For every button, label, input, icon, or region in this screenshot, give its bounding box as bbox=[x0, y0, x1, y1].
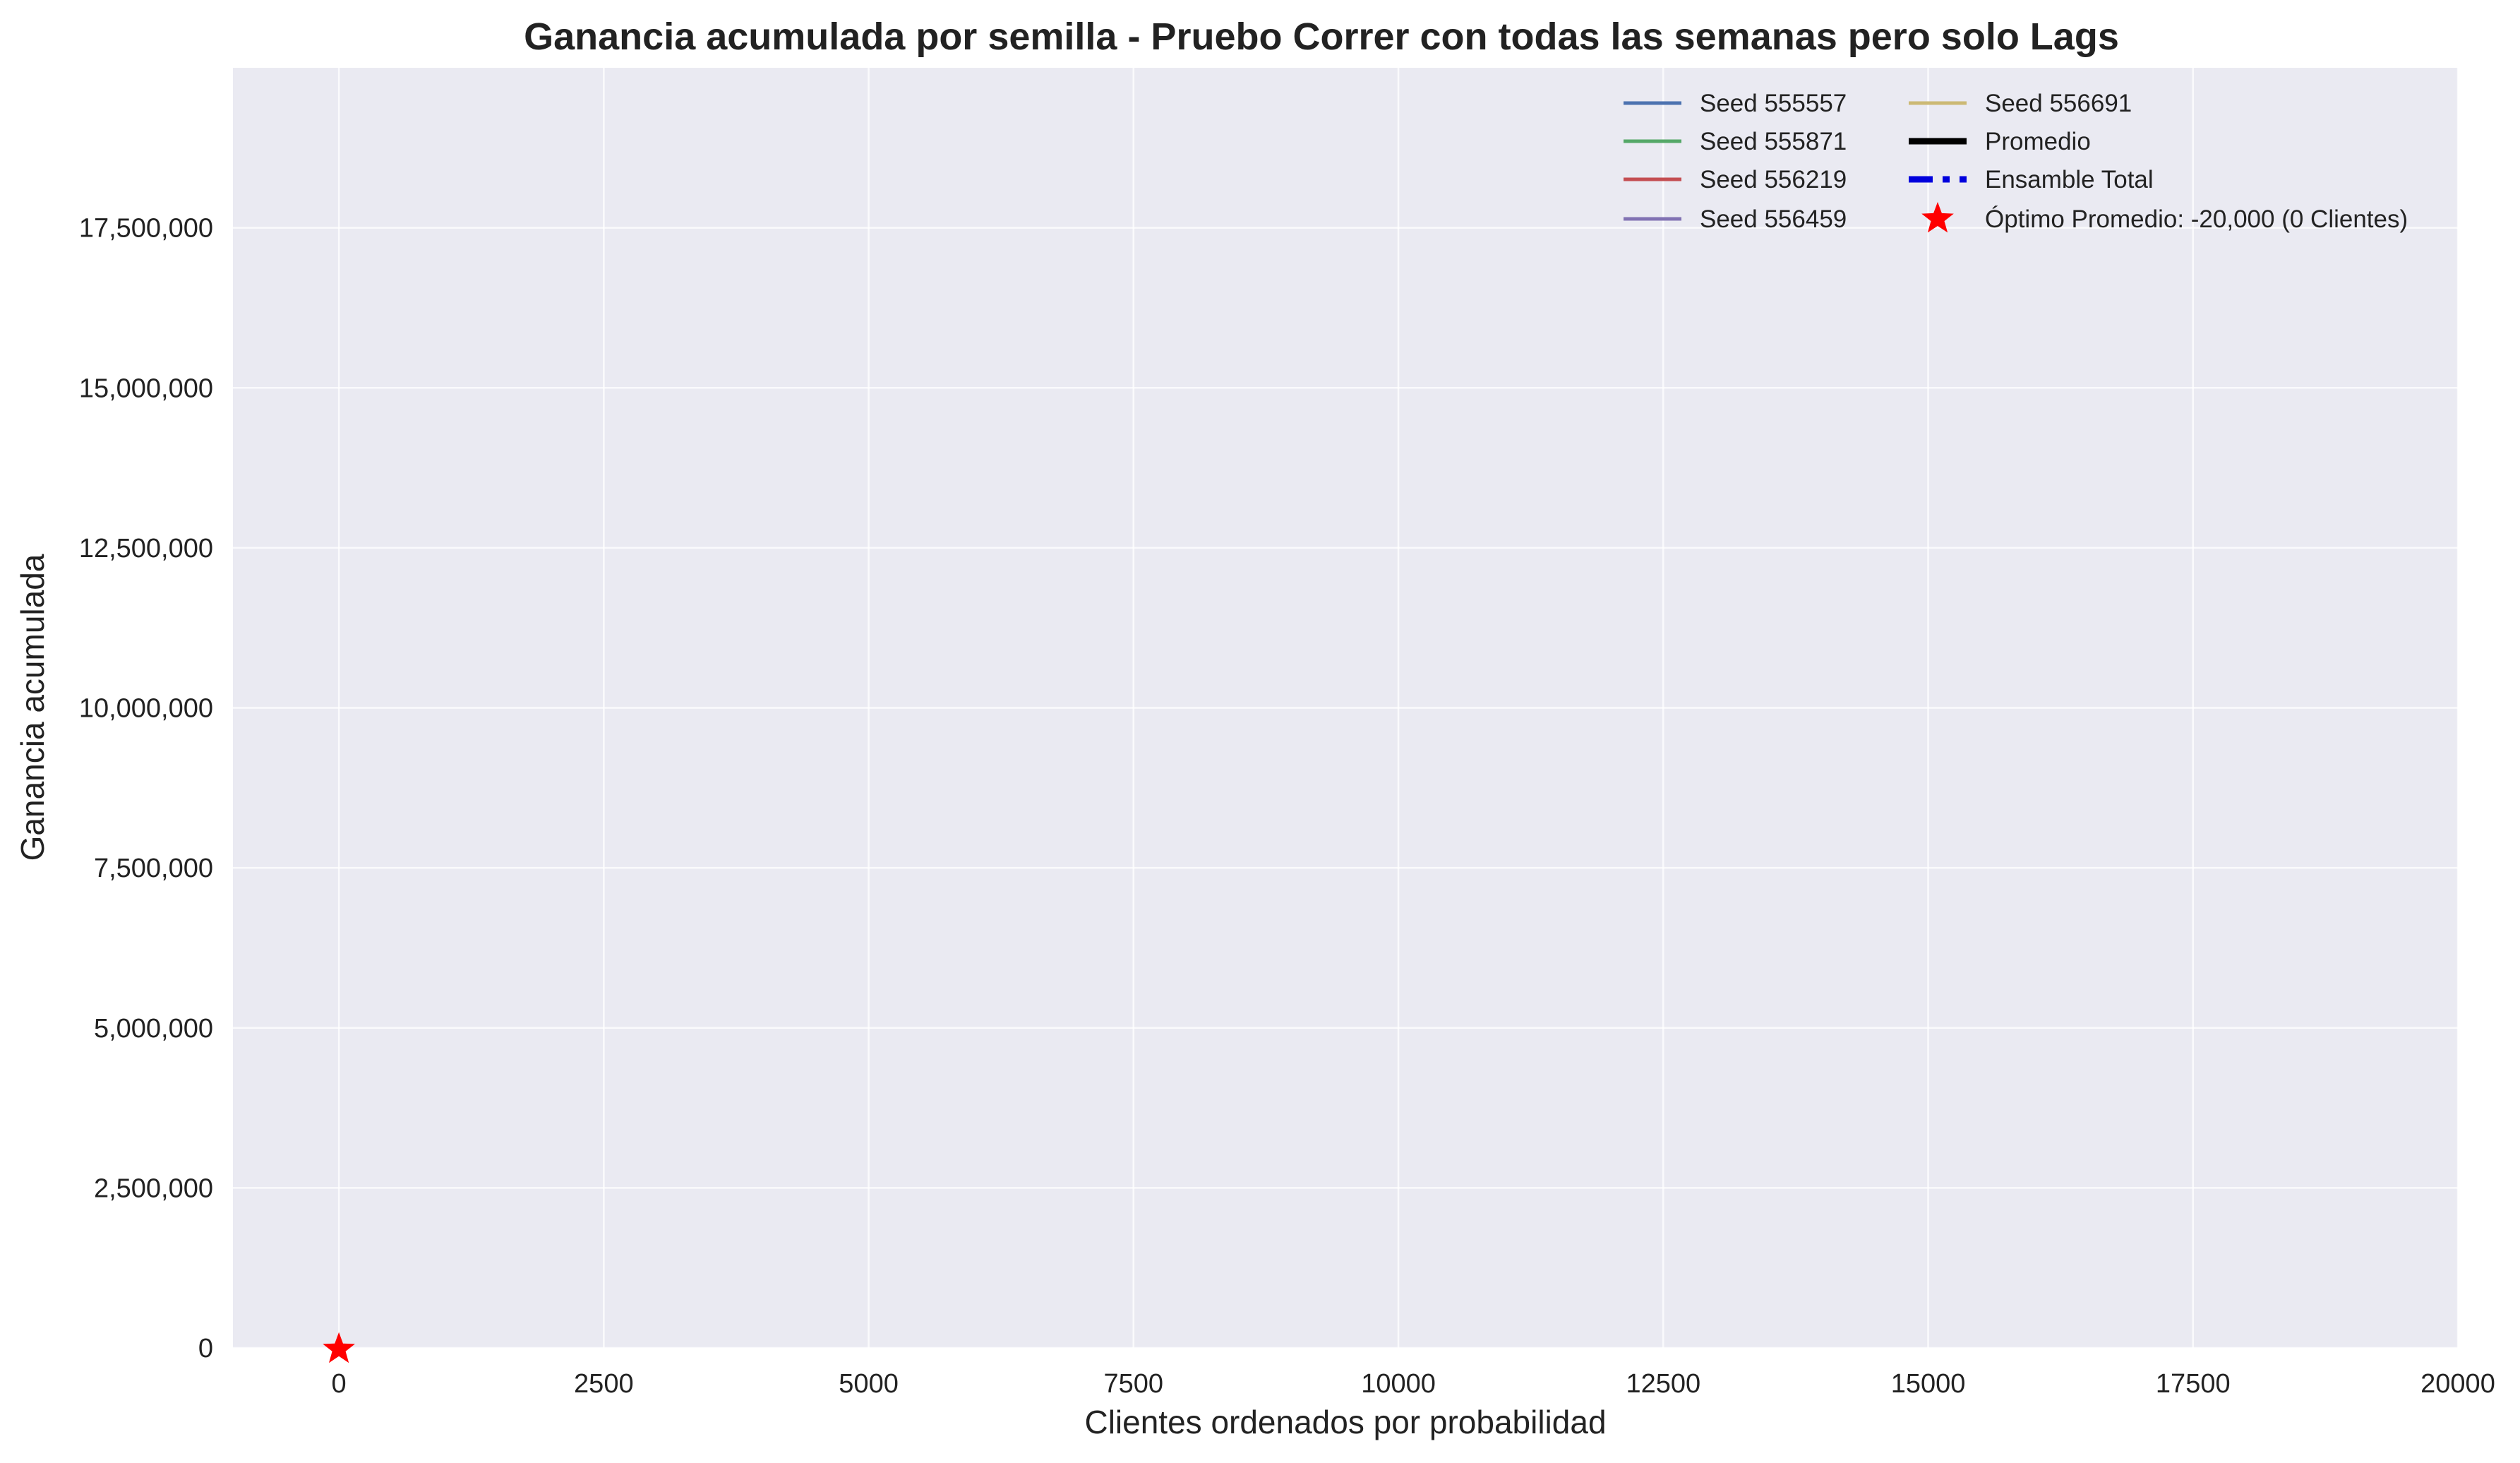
chart-title: Ganancia acumulada por semilla - Pruebo … bbox=[524, 16, 2119, 58]
legend-label: Seed 555557 bbox=[1700, 90, 1847, 117]
x-tick-label: 15000 bbox=[1891, 1369, 1966, 1399]
x-tick-label: 17500 bbox=[2156, 1369, 2231, 1399]
legend-label: Seed 556219 bbox=[1700, 166, 1847, 193]
x-tick-label: 2500 bbox=[574, 1369, 634, 1399]
y-tick-label: 5,000,000 bbox=[94, 1014, 213, 1044]
grid bbox=[233, 68, 2459, 1349]
x-tick-label: 10000 bbox=[1361, 1369, 1436, 1399]
y-tick-label: 15,000,000 bbox=[79, 374, 213, 403]
legend-label: Seed 556459 bbox=[1700, 205, 1847, 233]
legend-label: Ensamble Total bbox=[1985, 166, 2154, 193]
legend-label: Óptimo Promedio: -20,000 (0 Clientes) bbox=[1985, 205, 2408, 233]
y-tick-label: 10,000,000 bbox=[79, 694, 213, 724]
x-tick-label: 12500 bbox=[1626, 1369, 1700, 1399]
x-tick-labels: 0 2500 5000 7500 10000 12500 15000 17500 20000 bbox=[332, 1369, 2495, 1399]
legend-label: Seed 555871 bbox=[1700, 128, 1847, 155]
y-axis-label: Ganancia acumulada bbox=[14, 554, 51, 861]
markers bbox=[323, 1332, 355, 1363]
y-tick-label: 17,500,000 bbox=[79, 214, 213, 244]
y-tick-label: 7,500,000 bbox=[94, 854, 213, 883]
x-tick-label: 7500 bbox=[1104, 1369, 1164, 1399]
y-tick-labels: 0 2,500,000 5,000,000 7,500,000 10,000,000 12… bbox=[79, 214, 213, 1363]
legend-label: Promedio bbox=[1985, 128, 2091, 155]
y-tick-label: 0 bbox=[198, 1334, 213, 1363]
x-tick-label: 20000 bbox=[2420, 1369, 2495, 1399]
y-tick-label: 2,500,000 bbox=[94, 1174, 213, 1203]
optimum-star-marker bbox=[323, 1332, 355, 1363]
x-tick-label: 5000 bbox=[839, 1369, 899, 1399]
legend-star-icon bbox=[1921, 202, 1954, 233]
y-tick-label: 12,500,000 bbox=[79, 534, 213, 563]
x-tick-label: 0 bbox=[332, 1369, 347, 1399]
x-axis-label: Clientes ordenados por probabilidad bbox=[1084, 1404, 1606, 1440]
legend-label: Seed 556691 bbox=[1985, 90, 2132, 117]
legend: Seed 555557 Seed 555871 Seed 556219 Seed 55… bbox=[1624, 90, 2408, 233]
